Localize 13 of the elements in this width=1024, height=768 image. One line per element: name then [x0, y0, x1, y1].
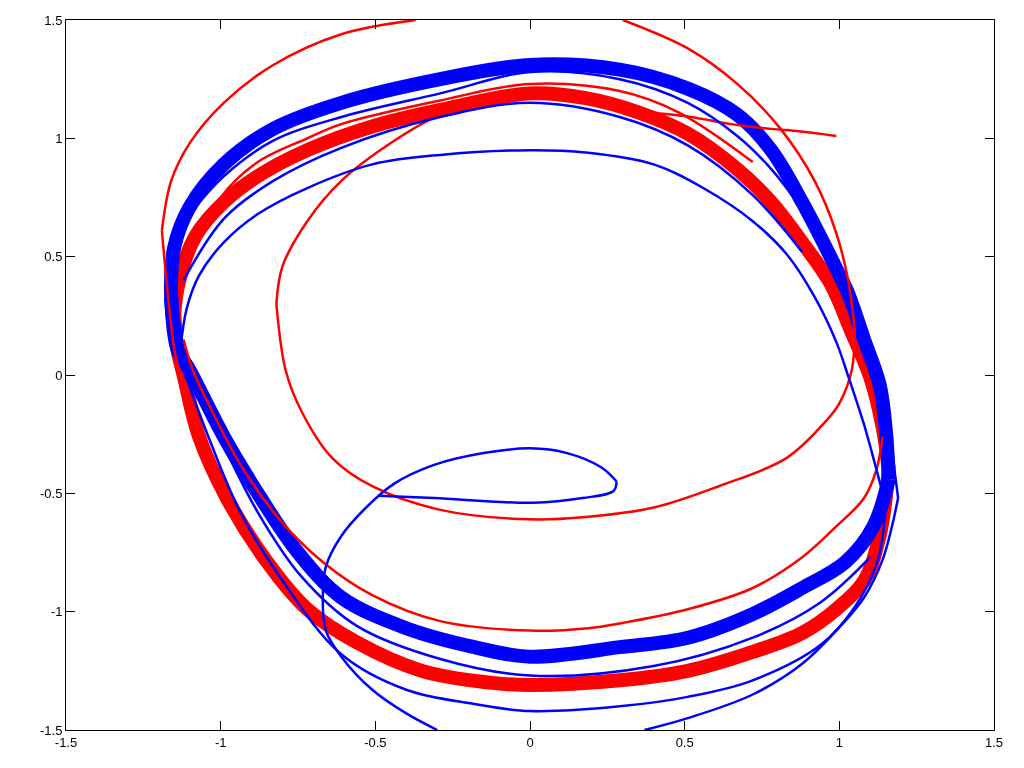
- y-tick-label: 1: [55, 130, 63, 146]
- y-tick-label: -1: [50, 604, 63, 620]
- y-tick-label: -0.5: [39, 485, 63, 501]
- x-tick-label: -0.5: [364, 734, 387, 750]
- y-tick-label: 1.5: [44, 12, 63, 28]
- x-tick-label: 1: [835, 734, 843, 750]
- y-tick-label: 0.5: [44, 249, 63, 265]
- x-tick-label: 0.5: [675, 734, 694, 750]
- y-tick-label: -1.5: [39, 722, 63, 738]
- x-tick-label: 1.5: [984, 734, 1004, 750]
- x-tick-label: -1: [214, 734, 227, 750]
- x-tick-label: 0: [526, 734, 534, 750]
- y-tick-label: 0: [55, 367, 63, 383]
